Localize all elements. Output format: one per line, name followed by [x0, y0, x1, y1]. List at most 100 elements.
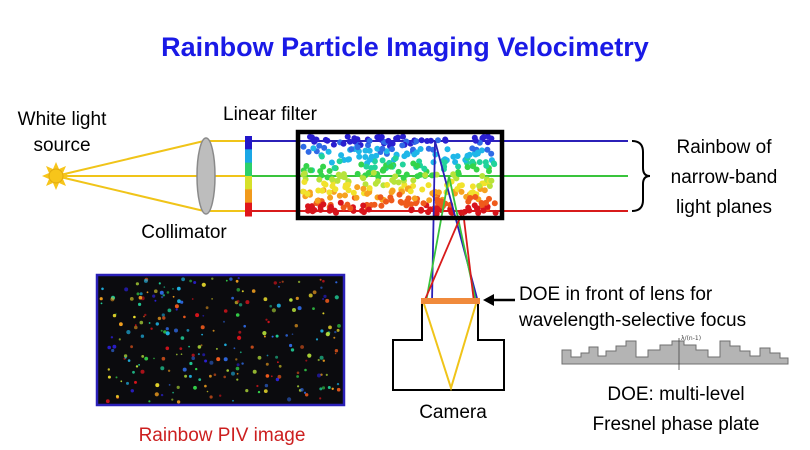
piv-particle	[188, 345, 191, 348]
camera-focus-rays	[423, 303, 477, 392]
filter-band	[245, 202, 252, 217]
particle	[464, 152, 471, 159]
piv-particle	[161, 356, 166, 361]
particle	[464, 164, 471, 171]
piv-particle	[165, 331, 170, 336]
piv-particle	[305, 359, 308, 362]
particle	[360, 185, 367, 192]
piv-particle	[133, 315, 136, 319]
piv-particle	[154, 392, 159, 397]
particle	[394, 134, 401, 141]
piv-particle	[223, 320, 225, 323]
particle	[328, 204, 334, 210]
piv-particle	[238, 303, 243, 307]
particle	[335, 171, 342, 178]
particle	[465, 204, 472, 211]
particle	[316, 176, 323, 183]
piv-particle	[144, 313, 147, 317]
piv-particle	[319, 278, 322, 281]
piv-particle	[119, 322, 123, 327]
particle	[413, 138, 420, 145]
piv-particle	[168, 384, 171, 386]
piv-particle	[153, 357, 155, 360]
particle	[321, 144, 328, 151]
piv-particle	[107, 368, 111, 371]
particle	[354, 170, 361, 177]
particle	[389, 187, 396, 194]
particle	[475, 210, 482, 216]
piv-particle	[307, 353, 312, 358]
piv-particle	[118, 338, 121, 341]
particle	[360, 175, 367, 182]
particle	[318, 153, 325, 160]
piv-particle	[289, 343, 293, 348]
piv-particle	[162, 316, 166, 320]
piv-particle	[134, 325, 138, 330]
piv-particle	[166, 291, 170, 294]
piv-particle	[191, 356, 195, 361]
piv-particle	[312, 307, 315, 310]
white-light-source-label: White light	[18, 109, 107, 130]
piv-particle	[231, 371, 235, 376]
piv-particle	[279, 281, 281, 284]
particle	[383, 148, 390, 155]
piv-particle	[325, 332, 330, 337]
piv-particle	[175, 353, 178, 356]
particle	[471, 134, 478, 141]
piv-particle	[141, 355, 145, 358]
piv-particle	[308, 293, 313, 298]
piv-particle	[223, 309, 228, 313]
piv-particle	[243, 324, 246, 328]
particle	[480, 207, 487, 214]
piv-particle	[152, 294, 156, 298]
particle	[414, 162, 421, 169]
piv-particle	[289, 298, 293, 302]
particle	[311, 207, 318, 213]
particle	[469, 145, 476, 152]
piv-particle	[115, 376, 118, 379]
particle-field	[300, 133, 499, 217]
particle	[350, 189, 357, 196]
particle	[417, 146, 424, 152]
piv-particle	[321, 386, 326, 390]
piv-particle	[124, 287, 129, 292]
piv-particle	[165, 346, 170, 351]
piv-particle	[319, 355, 324, 360]
particle	[374, 178, 381, 185]
particle	[476, 159, 483, 166]
particle	[492, 209, 499, 216]
piv-particle	[180, 300, 184, 304]
particle	[455, 163, 462, 170]
source-rays	[55, 140, 248, 212]
piv-particle	[105, 399, 110, 404]
piv-particle	[202, 353, 206, 357]
piv-particle	[140, 369, 145, 374]
piv-particle	[320, 373, 323, 376]
piv-particle	[99, 297, 103, 301]
particle	[478, 200, 485, 206]
piv-particle	[201, 333, 204, 336]
particle	[411, 151, 418, 158]
piv-particle	[285, 334, 289, 337]
piv-particle	[176, 400, 181, 404]
piv-particle	[277, 361, 279, 364]
piv-particle	[193, 385, 197, 390]
piv-particle	[305, 393, 309, 397]
piv-particle	[337, 324, 341, 328]
particle	[474, 149, 481, 156]
piv-particle	[335, 281, 338, 284]
particle	[356, 153, 363, 160]
particle	[434, 199, 441, 206]
particle	[329, 183, 336, 190]
piv-particle	[233, 347, 236, 350]
piv-particle	[135, 365, 139, 368]
piv-particle	[189, 279, 193, 283]
particle	[387, 163, 394, 170]
particle	[337, 199, 344, 206]
piv-image-caption: Rainbow PIV image	[139, 425, 306, 446]
piv-particle	[144, 356, 149, 361]
particle	[311, 138, 318, 145]
particle	[486, 183, 493, 189]
particle	[468, 190, 475, 196]
piv-particle	[252, 369, 257, 374]
